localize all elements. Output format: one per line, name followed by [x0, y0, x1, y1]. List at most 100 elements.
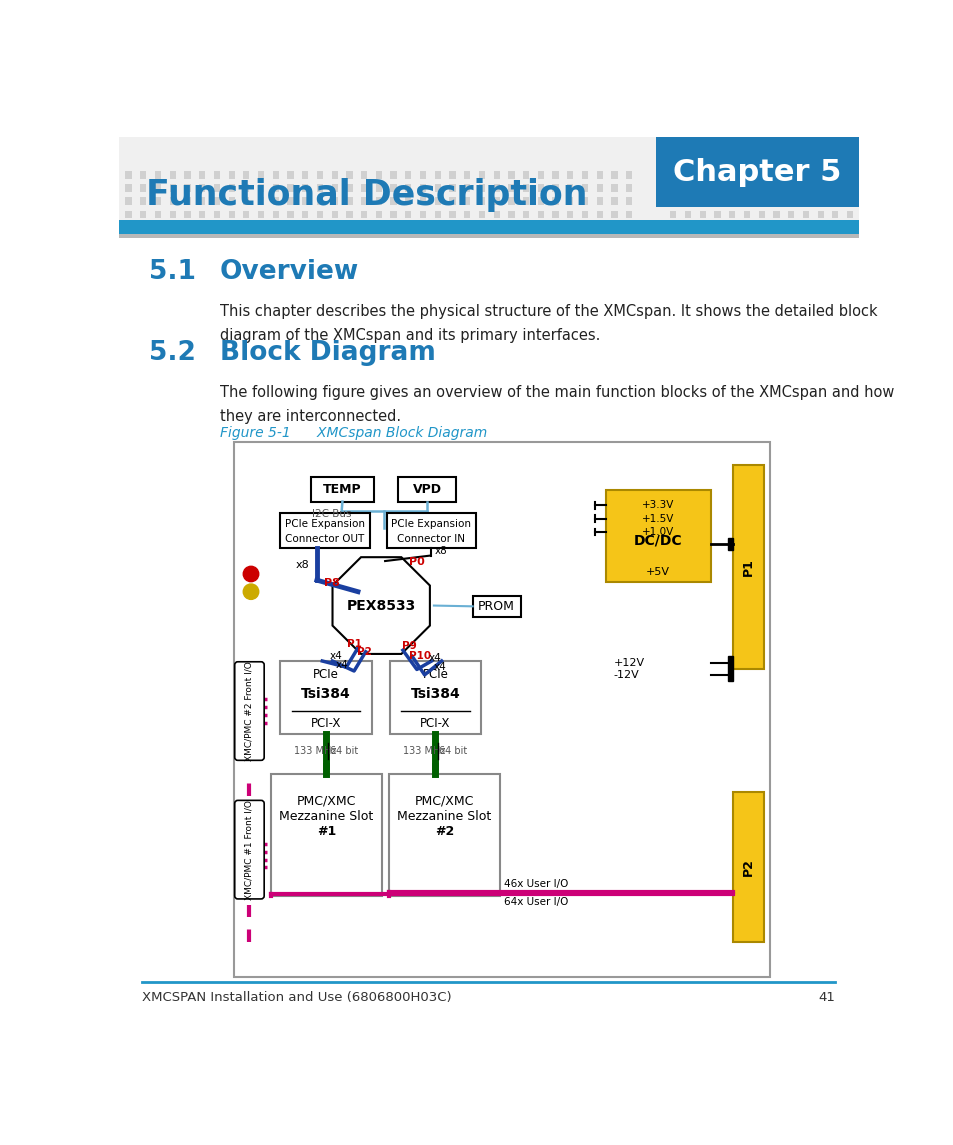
Text: PCI-X: PCI-X: [420, 717, 450, 729]
Bar: [419, 172, 426, 179]
Bar: [229, 184, 234, 192]
Bar: [346, 184, 353, 192]
Bar: [390, 172, 396, 179]
Bar: [154, 197, 161, 205]
Text: TEMP: TEMP: [323, 483, 361, 496]
Bar: [758, 211, 764, 219]
Bar: [199, 172, 205, 179]
Bar: [273, 172, 278, 179]
Bar: [213, 172, 220, 179]
Text: 64 bit: 64 bit: [330, 747, 358, 756]
Text: 64 bit: 64 bit: [439, 747, 467, 756]
Bar: [846, 172, 852, 179]
Bar: [184, 197, 191, 205]
Text: x4: x4: [330, 650, 342, 661]
Bar: [596, 184, 602, 192]
Bar: [605, 490, 710, 583]
Bar: [670, 172, 676, 179]
Bar: [257, 172, 264, 179]
Bar: [199, 211, 205, 219]
Bar: [625, 184, 632, 192]
Bar: [302, 184, 308, 192]
Bar: [802, 184, 808, 192]
Bar: [154, 172, 161, 179]
Bar: [714, 211, 720, 219]
Bar: [243, 184, 249, 192]
Bar: [154, 184, 161, 192]
Bar: [346, 211, 353, 219]
Bar: [243, 211, 249, 219]
Text: 5.2: 5.2: [149, 340, 195, 366]
Bar: [596, 211, 602, 219]
Bar: [537, 211, 543, 219]
Bar: [419, 211, 426, 219]
Text: x4: x4: [429, 653, 441, 663]
Text: This chapter describes the physical structure of the XMCspan. It shows the detai: This chapter describes the physical stru…: [220, 305, 877, 342]
Bar: [817, 184, 822, 192]
Bar: [332, 211, 337, 219]
Bar: [581, 172, 587, 179]
Bar: [119, 234, 858, 238]
Bar: [728, 656, 732, 681]
Bar: [199, 184, 205, 192]
Text: PCI-X: PCI-X: [311, 717, 341, 729]
Bar: [435, 211, 440, 219]
Bar: [184, 211, 191, 219]
Bar: [273, 197, 278, 205]
Bar: [389, 774, 499, 895]
Bar: [332, 197, 337, 205]
Bar: [273, 184, 278, 192]
Bar: [728, 538, 732, 550]
Bar: [360, 184, 367, 192]
Bar: [302, 172, 308, 179]
Bar: [140, 197, 146, 205]
Text: 64x User I/O: 64x User I/O: [503, 897, 567, 907]
Text: P0: P0: [409, 556, 424, 567]
Text: Block Diagram: Block Diagram: [220, 340, 436, 366]
Text: Functional Description: Functional Description: [146, 179, 587, 212]
Bar: [817, 197, 822, 205]
Bar: [552, 211, 558, 219]
Text: P2: P2: [356, 647, 372, 657]
Bar: [773, 197, 779, 205]
Bar: [522, 184, 529, 192]
Bar: [119, 220, 858, 234]
Bar: [625, 197, 632, 205]
Bar: [419, 184, 426, 192]
Bar: [478, 211, 484, 219]
Bar: [478, 172, 484, 179]
Text: I2C Bus: I2C Bus: [312, 508, 352, 519]
Bar: [537, 172, 543, 179]
Text: PMC/XMC: PMC/XMC: [415, 795, 474, 807]
Bar: [184, 172, 191, 179]
FancyBboxPatch shape: [234, 800, 264, 899]
Bar: [817, 211, 822, 219]
Bar: [802, 197, 808, 205]
Bar: [213, 197, 220, 205]
Bar: [287, 172, 294, 179]
Bar: [280, 513, 369, 547]
Bar: [728, 211, 735, 219]
Bar: [611, 184, 617, 192]
Bar: [233, 442, 769, 977]
Text: 41: 41: [818, 990, 835, 1004]
Bar: [478, 184, 484, 192]
Bar: [684, 197, 691, 205]
Bar: [787, 172, 794, 179]
Bar: [732, 792, 763, 942]
Bar: [346, 197, 353, 205]
Bar: [596, 172, 602, 179]
Bar: [287, 184, 294, 192]
Bar: [229, 172, 234, 179]
Bar: [449, 211, 456, 219]
Bar: [581, 211, 587, 219]
Circle shape: [243, 567, 258, 582]
Bar: [464, 184, 470, 192]
Text: XMCSPAN Installation and Use (6806800H03C): XMCSPAN Installation and Use (6806800H03…: [142, 990, 452, 1004]
Bar: [773, 172, 779, 179]
Text: #2: #2: [435, 826, 454, 838]
Bar: [552, 184, 558, 192]
Circle shape: [243, 584, 258, 599]
Bar: [787, 184, 794, 192]
Text: x8: x8: [435, 546, 447, 555]
